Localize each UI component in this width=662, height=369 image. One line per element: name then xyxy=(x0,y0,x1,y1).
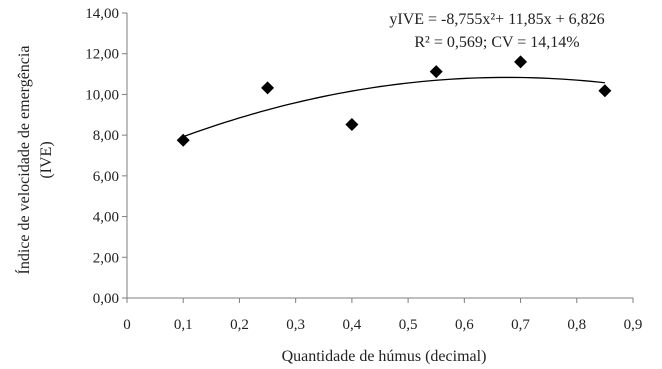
x-tick-label: 0,9 xyxy=(624,317,643,333)
x-tick-label: 0,5 xyxy=(399,317,418,333)
y-tick-labels: 0,00 2,00 4,00 6,00 8,00 10,00 12,00 14,00 xyxy=(85,6,119,307)
data-point-diamond xyxy=(429,65,443,79)
y-axis-label-group: Índice de velocidade de emergência (IVE) xyxy=(14,46,55,275)
y-tick-label: 0,00 xyxy=(93,291,119,307)
x-tick-label: 0,1 xyxy=(174,317,193,333)
x-tick-label: 0,7 xyxy=(511,317,530,333)
y-tick-label: 10,00 xyxy=(85,87,119,103)
y-tick-label: 8,00 xyxy=(93,128,119,144)
x-tick-marks xyxy=(126,298,634,303)
y-tick-label: 4,00 xyxy=(93,210,119,226)
trendline xyxy=(182,76,605,138)
data-point-diamond xyxy=(345,118,359,132)
x-tick-labels: 0 0,1 0,2 0,3 0,4 0,5 0,6 0,7 0,8 0,9 xyxy=(123,317,642,333)
data-point-diamond xyxy=(598,84,612,98)
y-axis-label-line-1: Índice de velocidade de emergência xyxy=(14,46,33,275)
data-points xyxy=(176,55,612,147)
y-tick-label: 6,00 xyxy=(93,169,119,185)
data-point-diamond xyxy=(514,55,528,69)
x-tick-label: 0,8 xyxy=(567,317,586,333)
y-tick-marks xyxy=(122,12,127,299)
equation-annotation: yIVE = -8,755x²+ 11,85x + 6,826 xyxy=(389,11,604,28)
y-axis-label-line-2: (IVE) xyxy=(38,141,55,178)
x-tick-label: 0,6 xyxy=(455,317,474,333)
x-tick-label: 0,4 xyxy=(343,317,362,333)
y-tick-label: 14,00 xyxy=(85,6,119,22)
x-axis-label: Quantidade de húmus (decimal) xyxy=(282,348,487,365)
data-point-diamond xyxy=(261,81,275,95)
data-point-diamond xyxy=(176,133,190,147)
y-tick-label: 2,00 xyxy=(93,250,119,266)
x-tick-label: 0,3 xyxy=(286,317,305,333)
y-tick-label: 12,00 xyxy=(85,47,119,63)
x-tick-label: 0,2 xyxy=(230,317,249,333)
x-tick-label: 0 xyxy=(123,317,131,333)
stats-annotation: R² = 0,569; CV = 14,14% xyxy=(414,34,579,51)
